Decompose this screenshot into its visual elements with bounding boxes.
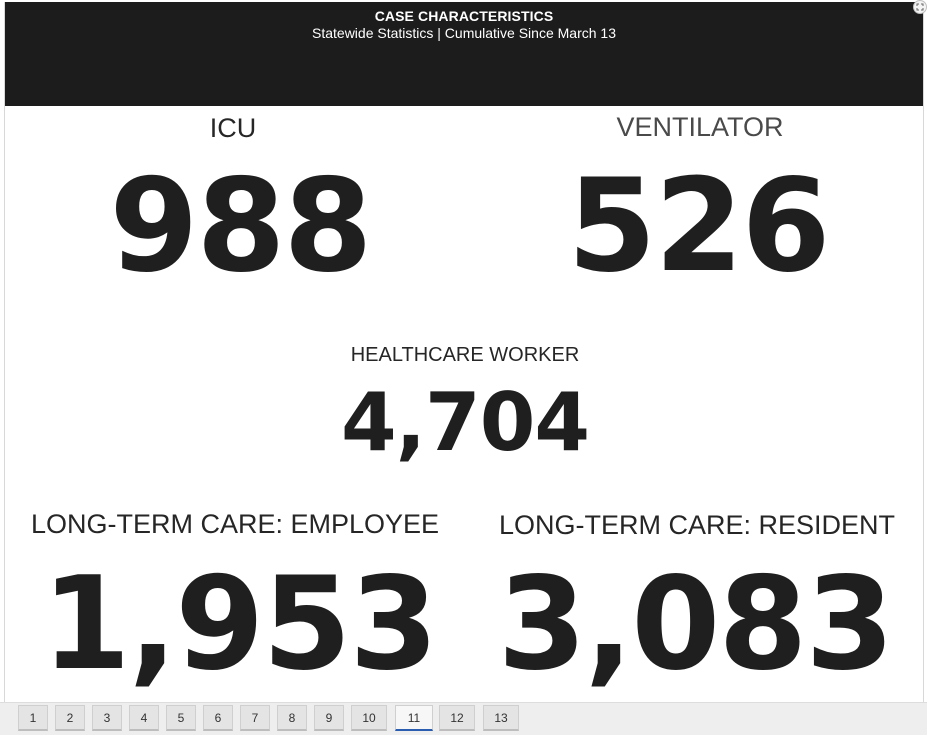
page-tab-1[interactable]: 1 — [18, 705, 48, 731]
page-tab-13[interactable]: 13 — [483, 705, 519, 731]
page-tab-10[interactable]: 10 — [351, 705, 387, 731]
dashboard-panel: CASE CHARACTERISTICS Statewide Statistic… — [4, 2, 924, 702]
page-tab-11[interactable]: 11 — [395, 705, 433, 731]
page-tab-12[interactable]: 12 — [439, 705, 475, 731]
page-tab-5[interactable]: 5 — [166, 705, 196, 731]
page-tab-9[interactable]: 9 — [314, 705, 344, 731]
ltc-resident-value: 3,083 — [497, 550, 895, 699]
ltc-employee-label: LONG-TERM CARE: EMPLOYEE — [30, 509, 440, 539]
page-tab-3[interactable]: 3 — [92, 705, 122, 731]
icu-label: ICU — [209, 113, 257, 143]
page-title: CASE CHARACTERISTICS — [374, 8, 554, 24]
ltc-employee-value: 1,953 — [41, 550, 439, 699]
healthcare-worker-label: HEALTHCARE WORKER — [350, 344, 580, 366]
healthcare-worker-value: 4,704 — [340, 376, 590, 469]
ventilator-value: 526 — [567, 152, 830, 301]
page-tab-8[interactable]: 8 — [277, 705, 307, 731]
ltc-resident-label: LONG-TERM CARE: RESIDENT — [498, 510, 896, 540]
page-tab-2[interactable]: 2 — [55, 705, 85, 731]
page-subtitle: Statewide Statistics | Cumulative Since … — [312, 25, 616, 41]
ventilator-label: VENTILATOR — [616, 112, 784, 142]
expand-icon[interactable] — [913, 0, 927, 14]
page-tab-6[interactable]: 6 — [203, 705, 233, 731]
page-tab-4[interactable]: 4 — [129, 705, 159, 731]
icu-value: 988 — [109, 152, 372, 301]
page-tabs: 1 2 3 4 5 6 7 8 9 10 11 12 13 — [0, 702, 927, 735]
page-tab-7[interactable]: 7 — [240, 705, 270, 731]
header-bar: CASE CHARACTERISTICS Statewide Statistic… — [5, 2, 923, 106]
